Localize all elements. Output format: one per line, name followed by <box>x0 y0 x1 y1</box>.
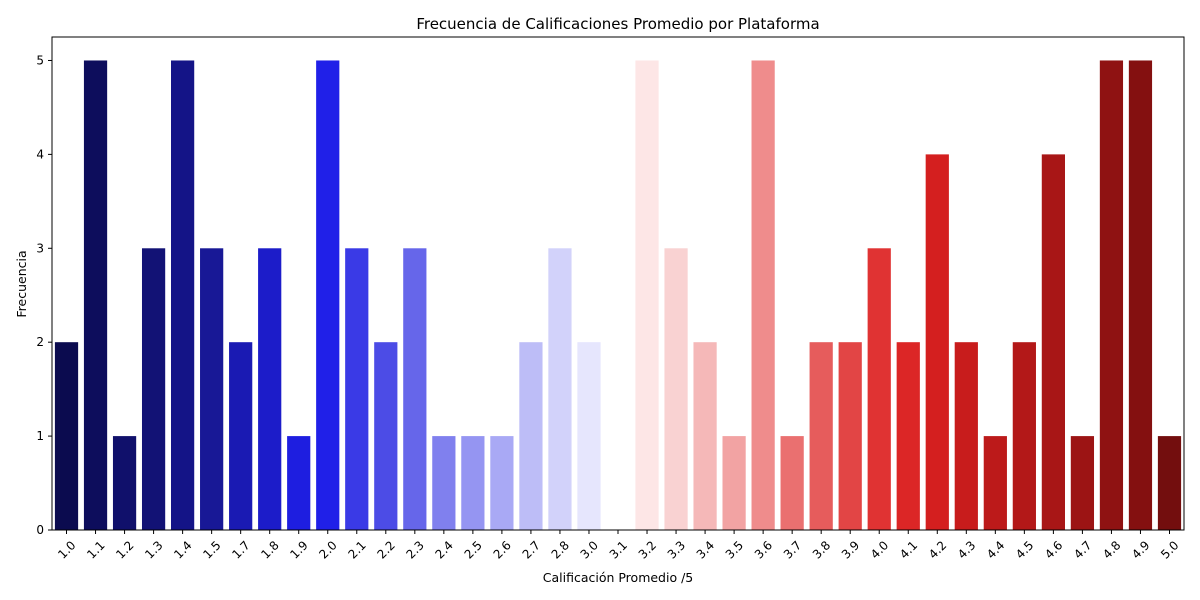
y-tick-label: 3 <box>36 241 44 255</box>
x-tick-label: 4.4 <box>984 538 1007 561</box>
x-axis-label: Calificación Promedio /5 <box>543 570 694 585</box>
bar-4.7 <box>1070 436 1095 530</box>
x-tick-label: 2.3 <box>403 538 426 561</box>
x-tick-label: 3.7 <box>781 538 804 561</box>
bar-4.4 <box>983 436 1007 530</box>
x-tick-label: 3.0 <box>578 538 601 561</box>
x-tick-label: 4.9 <box>1129 538 1152 561</box>
x-tick-label: 1.0 <box>55 538 78 561</box>
x-tick-label: 3.3 <box>665 538 688 561</box>
chart-title: Frecuencia de Calificaciones Promedio po… <box>416 15 819 33</box>
bar-4.9 <box>1128 60 1153 530</box>
bars-group <box>54 60 1182 531</box>
x-tick-label: 1.8 <box>258 538 281 561</box>
bar-4.3 <box>954 342 978 530</box>
x-tick-label: 3.9 <box>839 538 862 561</box>
x-tick-label: 1.4 <box>171 538 194 561</box>
bar-1.4 <box>171 60 195 530</box>
y-axis: 0 1 2 3 4 5 <box>36 53 52 537</box>
bar-4.2 <box>925 154 949 530</box>
bar-4.6 <box>1041 154 1065 530</box>
bar-2.4 <box>432 436 456 530</box>
x-tick-label: 1.5 <box>200 538 223 561</box>
bar-1.2 <box>112 436 137 530</box>
bar-2.5 <box>461 436 485 530</box>
x-tick-label: 4.3 <box>955 538 978 561</box>
bar-5.0 <box>1157 436 1182 530</box>
bar-3.3 <box>664 248 688 531</box>
y-tick-label: 0 <box>36 523 44 537</box>
bar-4.8 <box>1099 60 1124 530</box>
bar-1.7 <box>229 342 253 530</box>
x-tick-label: 2.0 <box>316 538 339 561</box>
x-tick-label: 2.5 <box>462 538 485 561</box>
x-tick-label: 3.2 <box>636 538 659 561</box>
x-tick-label: 4.7 <box>1071 538 1094 561</box>
x-tick-label: 1.9 <box>287 538 310 561</box>
bar-2.6 <box>490 436 514 530</box>
x-tick-label: 3.6 <box>752 538 775 561</box>
x-tick-label: 2.1 <box>345 538 368 561</box>
x-tick-label: 4.5 <box>1013 538 1036 561</box>
bar-3.7 <box>780 436 804 530</box>
bar-3.8 <box>809 342 833 530</box>
x-tick-label: 2.8 <box>549 538 572 561</box>
bar-2.3 <box>403 248 427 531</box>
y-tick-label: 5 <box>36 53 44 67</box>
x-tick-label: 1.1 <box>84 538 107 561</box>
x-tick-label: 2.6 <box>491 538 514 561</box>
bar-3.2 <box>635 60 659 530</box>
x-tick-label: 1.3 <box>142 538 165 561</box>
bar-1.0 <box>54 342 79 530</box>
bar-3.9 <box>838 342 862 530</box>
bar-2.2 <box>374 342 398 530</box>
y-tick-label: 1 <box>36 429 44 443</box>
x-tick-label: 4.2 <box>926 538 949 561</box>
bar-1.8 <box>258 248 282 531</box>
x-tick-label: 2.7 <box>520 538 543 561</box>
y-tick-label: 2 <box>36 335 44 349</box>
x-tick-label: 4.8 <box>1100 538 1123 561</box>
bar-1.3 <box>141 248 166 531</box>
x-tick-label: 5.0 <box>1158 538 1181 561</box>
x-tick-label: 3.1 <box>607 538 630 561</box>
bar-3.4 <box>693 342 717 530</box>
x-tick-label: 4.1 <box>897 538 920 561</box>
bar-4.1 <box>896 342 920 530</box>
plot-frame <box>51 36 1185 531</box>
x-tick-label: 2.4 <box>433 538 456 561</box>
bar-3.5 <box>722 436 746 530</box>
y-tick-label: 4 <box>36 147 44 161</box>
x-tick-label: 3.8 <box>810 538 833 561</box>
bar-1.5 <box>200 248 224 531</box>
x-tick-label: 4.6 <box>1042 538 1065 561</box>
x-tick-label: 1.2 <box>113 538 136 561</box>
x-tick-label: 4.0 <box>868 538 891 561</box>
bar-2.7 <box>519 342 543 530</box>
x-tick-label: 1.7 <box>229 538 252 561</box>
bar-2.1 <box>345 248 369 531</box>
bar-3.0 <box>577 342 601 530</box>
bar-4.5 <box>1012 342 1036 530</box>
bar-4.0 <box>867 248 891 531</box>
y-axis-label: Frecuencia <box>14 250 29 317</box>
x-axis: 1.0 1.1 1.2 1.3 1.4 1.5 1.7 1.8 1.9 2.0 2.1 2.2 2.3 2… <box>55 530 1182 562</box>
bar-2.0 <box>316 60 340 530</box>
bar-1.1 <box>83 60 108 530</box>
bar-1.9 <box>287 436 311 530</box>
x-tick-label: 2.2 <box>374 538 397 561</box>
bar-3.6 <box>751 60 775 530</box>
x-tick-label: 3.5 <box>723 538 746 561</box>
x-tick-label: 3.4 <box>694 538 717 561</box>
bar-2.8 <box>548 248 572 531</box>
